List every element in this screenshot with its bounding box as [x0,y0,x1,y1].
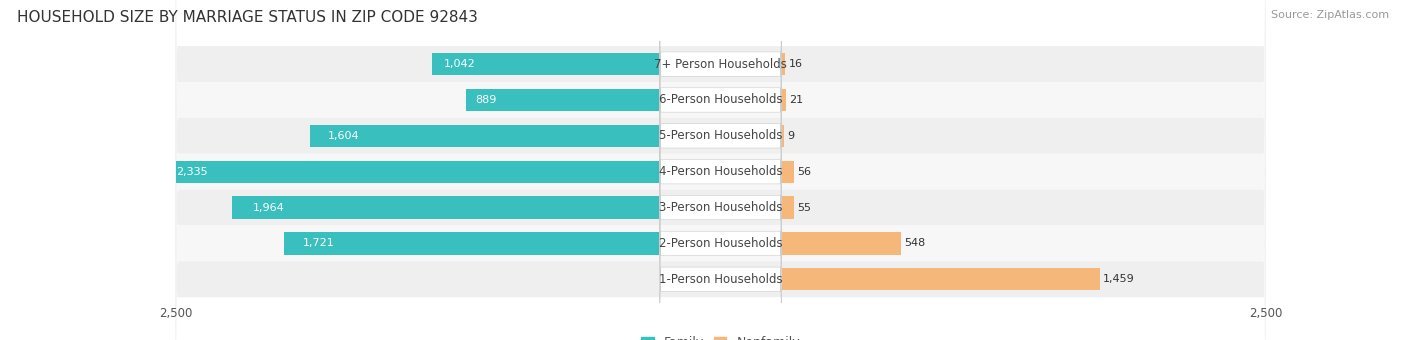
Text: 2,335: 2,335 [176,167,208,177]
Text: 4-Person Households: 4-Person Households [659,165,782,178]
Bar [782,89,786,111]
FancyBboxPatch shape [659,0,782,339]
FancyBboxPatch shape [659,4,782,340]
Text: 56: 56 [797,167,811,177]
Text: 1,042: 1,042 [444,59,475,69]
Text: 1,964: 1,964 [253,203,284,212]
Bar [150,160,659,183]
FancyBboxPatch shape [659,76,782,340]
Text: 3-Person Households: 3-Person Households [659,201,782,214]
FancyBboxPatch shape [659,40,782,340]
FancyBboxPatch shape [659,0,782,267]
Bar [782,53,785,75]
Bar [782,160,794,183]
Text: 1,721: 1,721 [304,238,335,249]
Text: 6-Person Households: 6-Person Households [659,94,782,106]
Bar [433,53,659,75]
Bar [782,125,783,147]
Bar [782,232,901,255]
Text: 1-Person Households: 1-Person Households [659,273,782,286]
FancyBboxPatch shape [659,0,782,340]
Bar [309,125,659,147]
Text: 548: 548 [904,238,925,249]
FancyBboxPatch shape [176,0,1265,340]
Text: Source: ZipAtlas.com: Source: ZipAtlas.com [1271,10,1389,20]
Bar [782,197,793,219]
Text: 5-Person Households: 5-Person Households [659,129,782,142]
FancyBboxPatch shape [176,0,1265,340]
Text: HOUSEHOLD SIZE BY MARRIAGE STATUS IN ZIP CODE 92843: HOUSEHOLD SIZE BY MARRIAGE STATUS IN ZIP… [17,10,478,25]
FancyBboxPatch shape [176,0,1265,340]
Bar [232,197,659,219]
Text: 21: 21 [789,95,804,105]
Text: 1,459: 1,459 [1102,274,1135,284]
Text: 16: 16 [789,59,803,69]
FancyBboxPatch shape [176,0,1265,333]
Text: 2-Person Households: 2-Person Households [659,237,782,250]
Bar [284,232,659,255]
Text: 7+ Person Households: 7+ Person Households [654,57,787,71]
Text: 1,604: 1,604 [328,131,359,141]
FancyBboxPatch shape [176,0,1265,340]
Text: 9: 9 [787,131,794,141]
Text: 889: 889 [475,95,496,105]
Text: 55: 55 [797,203,811,212]
FancyBboxPatch shape [176,0,1265,340]
Bar [465,89,659,111]
FancyBboxPatch shape [176,10,1265,340]
Bar [782,268,1099,290]
Legend: Family, Nonfamily: Family, Nonfamily [636,331,806,340]
FancyBboxPatch shape [659,0,782,303]
